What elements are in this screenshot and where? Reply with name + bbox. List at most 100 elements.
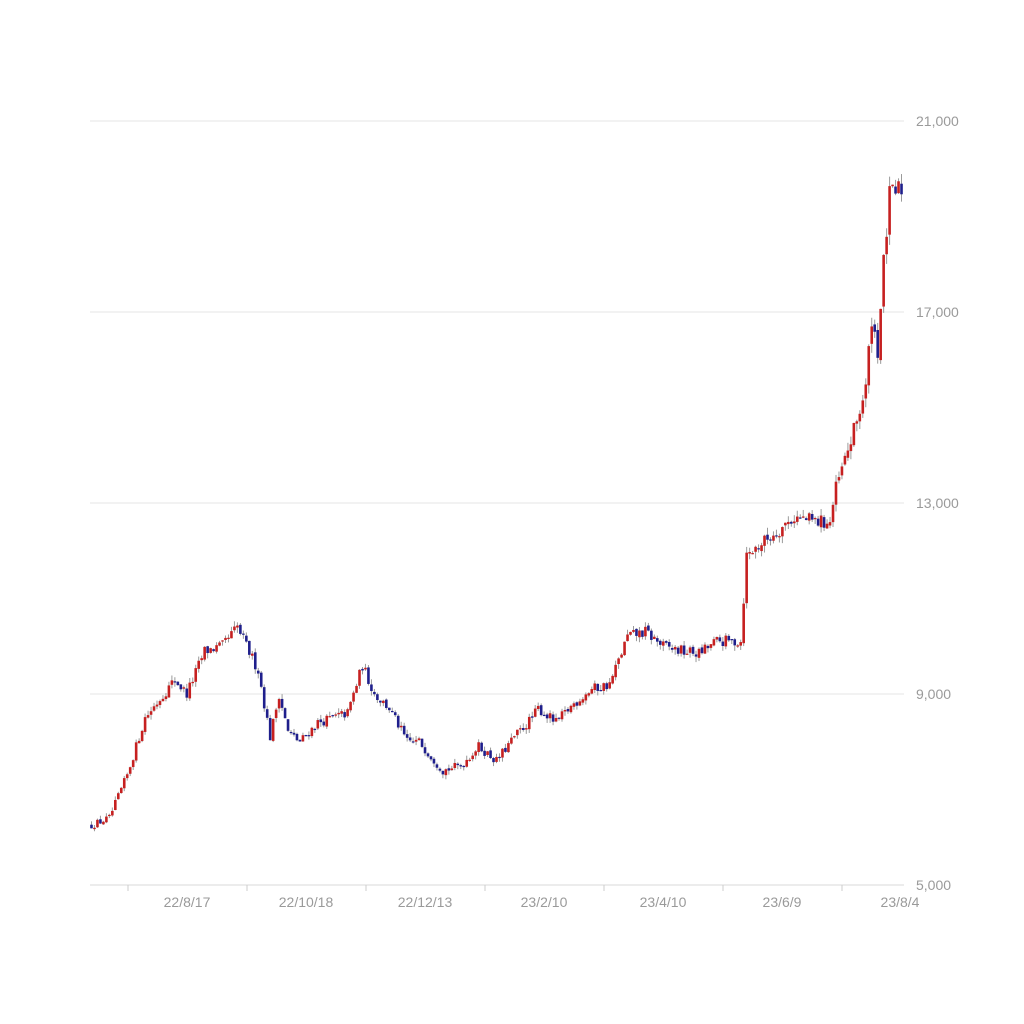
candle-up bbox=[140, 730, 144, 742]
candle-down bbox=[99, 819, 102, 824]
candle-up bbox=[337, 712, 340, 715]
candle-up bbox=[819, 515, 823, 528]
candle-up bbox=[778, 536, 781, 538]
candle-up bbox=[572, 703, 576, 707]
candle-up bbox=[108, 814, 111, 817]
candle-up bbox=[852, 422, 856, 446]
candle-down bbox=[307, 735, 311, 737]
x-tick-label: 23/2/10 bbox=[521, 894, 568, 910]
candle-up bbox=[837, 477, 841, 481]
candle-down bbox=[343, 712, 346, 718]
candle-down bbox=[667, 642, 671, 647]
candle-up bbox=[188, 682, 192, 699]
candle-up bbox=[116, 793, 120, 800]
candle-up bbox=[414, 739, 418, 742]
candle-up bbox=[364, 667, 367, 670]
candle-up bbox=[128, 767, 132, 774]
candle-up bbox=[590, 689, 594, 694]
candle-down bbox=[483, 750, 486, 756]
x-tick-label: 23/8/4 bbox=[881, 894, 920, 910]
candle-up bbox=[843, 455, 847, 465]
candle-up bbox=[679, 645, 683, 654]
candle-up bbox=[164, 696, 168, 700]
candle-up bbox=[563, 710, 567, 712]
candle-up bbox=[495, 756, 498, 762]
candle-down bbox=[816, 518, 820, 526]
candle-up bbox=[516, 729, 519, 736]
candle-up bbox=[846, 450, 850, 458]
candle-down bbox=[435, 764, 439, 768]
candles-group bbox=[90, 174, 903, 832]
candle-up bbox=[858, 413, 862, 422]
candle-down bbox=[405, 734, 409, 738]
candle-up bbox=[834, 481, 838, 505]
candle-down bbox=[596, 683, 600, 691]
candle-up bbox=[787, 521, 790, 525]
candle-down bbox=[283, 708, 287, 719]
candle-up bbox=[200, 658, 203, 661]
candle-down bbox=[504, 747, 507, 752]
candle-down bbox=[173, 681, 177, 683]
candle-down bbox=[393, 712, 397, 716]
candle-down bbox=[304, 734, 308, 737]
candle-up bbox=[882, 254, 885, 307]
candle-up bbox=[111, 810, 114, 816]
candle-down bbox=[876, 329, 879, 358]
candle-down bbox=[298, 739, 302, 742]
candle-down bbox=[385, 699, 388, 708]
candle-up bbox=[629, 631, 632, 635]
candle-up bbox=[891, 184, 894, 187]
candle-up bbox=[194, 668, 198, 682]
x-tick-label: 23/4/10 bbox=[640, 894, 687, 910]
candle-up bbox=[155, 704, 159, 707]
candle-down bbox=[253, 652, 257, 670]
candle-up bbox=[527, 716, 531, 730]
candle-down bbox=[438, 768, 442, 771]
candle-up bbox=[102, 821, 105, 825]
candle-up bbox=[781, 527, 784, 537]
candle-up bbox=[161, 698, 165, 702]
candle-up bbox=[510, 737, 513, 744]
candle-up bbox=[340, 711, 343, 714]
y-tick-label-17000: 17,000 bbox=[916, 304, 959, 320]
candle-down bbox=[242, 633, 245, 635]
candle-up bbox=[131, 760, 135, 768]
candle-up bbox=[146, 715, 150, 718]
candle-down bbox=[265, 709, 269, 718]
candle-down bbox=[319, 719, 323, 723]
candle-up bbox=[784, 522, 787, 526]
candle-down bbox=[721, 641, 725, 647]
candle-up bbox=[325, 715, 329, 727]
candle-down bbox=[691, 646, 695, 654]
candle-down bbox=[658, 640, 662, 645]
candle-up bbox=[748, 552, 751, 554]
candle-up bbox=[709, 644, 713, 648]
candle-up bbox=[191, 681, 195, 684]
candle-down bbox=[396, 715, 400, 728]
candle-up bbox=[227, 637, 230, 639]
candle-up bbox=[170, 680, 174, 685]
candle-up bbox=[793, 521, 796, 524]
candle-up bbox=[203, 646, 206, 660]
candle-up bbox=[703, 644, 707, 654]
candle-up bbox=[831, 504, 835, 523]
candle-down bbox=[656, 638, 659, 642]
candle-down bbox=[480, 742, 483, 752]
candle-up bbox=[134, 742, 138, 761]
candle-down bbox=[447, 768, 451, 771]
candle-up bbox=[334, 714, 337, 716]
candle-up bbox=[444, 769, 448, 776]
candle-down bbox=[798, 517, 802, 519]
candle-up bbox=[125, 774, 129, 779]
candle-down bbox=[286, 719, 290, 731]
candle-up bbox=[453, 762, 457, 769]
candle-down bbox=[682, 645, 686, 655]
candle-up bbox=[807, 513, 811, 521]
candle-up bbox=[486, 751, 489, 756]
candle-up bbox=[96, 819, 99, 828]
candle-up bbox=[885, 236, 888, 255]
candle-up bbox=[301, 735, 305, 742]
candle-down bbox=[539, 705, 543, 716]
candle-up bbox=[114, 799, 117, 811]
